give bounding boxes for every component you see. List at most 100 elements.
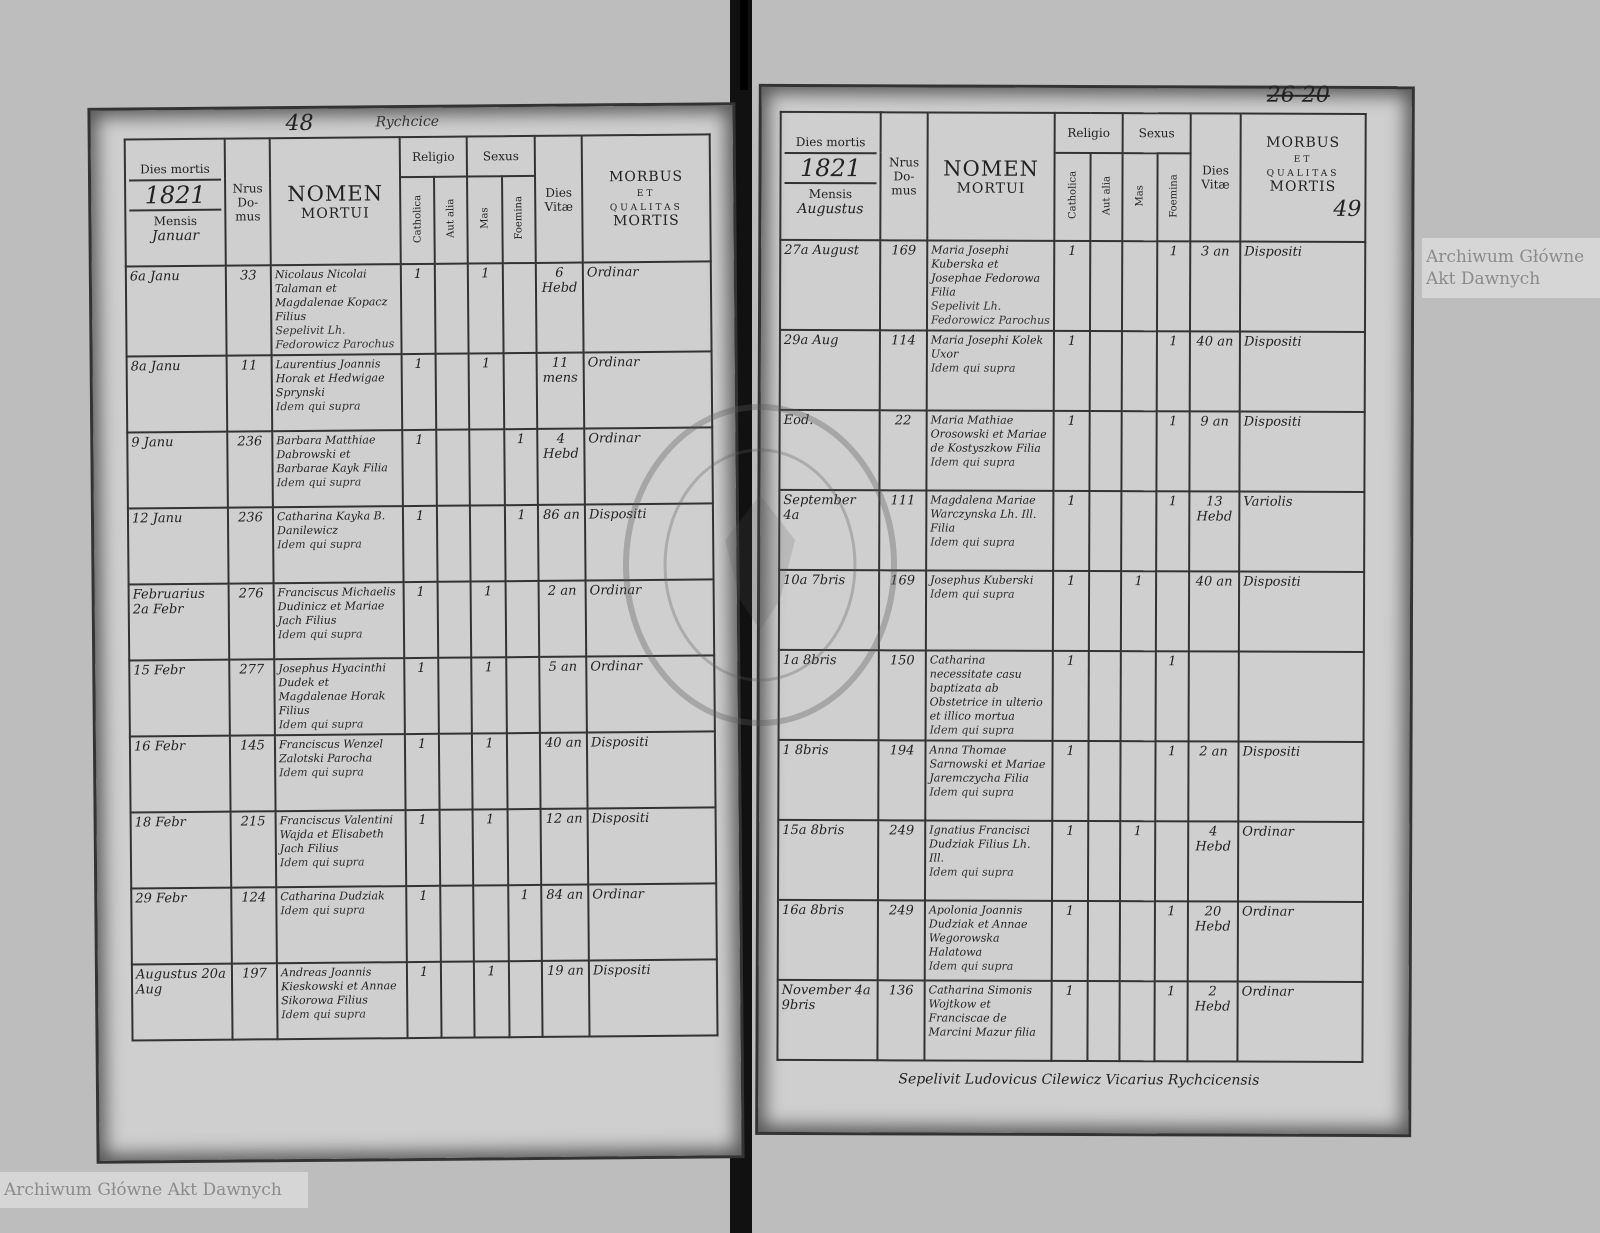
right-page: 26 20 Dies mortis 1821 Mensis Augustus Nrus… bbox=[758, 83, 1412, 1135]
burial-note: Idem qui supra bbox=[929, 865, 1014, 879]
deceased-name: Nicolaus Nicolai Talaman et Magdalenae K… bbox=[270, 264, 402, 356]
register-row: September 4a 111 Magdalena Mariae Warczyns… bbox=[779, 489, 1365, 572]
cause-of-death: Dispositi bbox=[1239, 411, 1365, 492]
burial-note: Idem qui supra bbox=[276, 475, 362, 490]
age: 11 mens bbox=[536, 352, 585, 429]
age: 84 an bbox=[541, 884, 589, 961]
morbus-header: MORBUS ET QUALITAS MORTIS bbox=[581, 134, 711, 263]
mas-mark: 1 bbox=[1120, 571, 1157, 652]
religio-header: Religio bbox=[1054, 112, 1123, 154]
register-row: 10a 7bris 169 Josephus Kuberski Idem qui su… bbox=[778, 569, 1365, 652]
catholica-mark: 1 bbox=[404, 657, 439, 735]
mas-mark: 1 bbox=[470, 581, 507, 658]
foemina-mark: 1 bbox=[1155, 741, 1189, 822]
deceased-name: Laurentius Joannis Horak et Hedwigae Spr… bbox=[271, 354, 403, 432]
mas-mark bbox=[473, 885, 509, 962]
death-register-table-right: Dies mortis 1821 Mensis Augustus Nrus Do-mus… bbox=[776, 111, 1366, 1063]
aut-alia-mark bbox=[1089, 241, 1123, 332]
cause-of-death: Dispositi bbox=[1239, 331, 1365, 412]
mas-mark bbox=[1120, 741, 1156, 822]
foemina-header: Foemina bbox=[502, 175, 536, 264]
sexus-header: Sexus bbox=[1122, 113, 1191, 154]
house-number: 124 bbox=[231, 887, 277, 964]
death-date: 27a August bbox=[779, 239, 881, 331]
aut-alia-mark bbox=[1089, 411, 1122, 492]
mas-mark bbox=[469, 505, 506, 582]
house-number: 169 bbox=[879, 240, 928, 331]
house-number: 33 bbox=[225, 265, 272, 356]
house-number: 236 bbox=[227, 507, 274, 584]
house-number: 236 bbox=[227, 431, 273, 508]
burial-note: Idem qui supra bbox=[279, 765, 364, 780]
foemina-mark: 1 bbox=[1156, 331, 1190, 412]
deceased-name: Franciscus Valentini Wajda et Elisabeth … bbox=[275, 810, 407, 888]
death-date: Augustus 20a Aug bbox=[131, 963, 233, 1041]
foemina-mark bbox=[1155, 571, 1190, 652]
cause-of-death: Dispositi bbox=[1238, 741, 1364, 822]
mas-header: Mas bbox=[467, 176, 503, 264]
catholica-mark: 1 bbox=[400, 263, 436, 355]
death-date: 1 8bris bbox=[778, 739, 879, 821]
deceased-name: Catharina Kayka B. Danilewicz Idem qui su… bbox=[272, 506, 404, 584]
cause-of-death: Ordinar bbox=[582, 261, 712, 353]
catholica-mark: 1 bbox=[1053, 240, 1091, 332]
aut-alia-mark bbox=[435, 353, 470, 430]
catholica-mark: 1 bbox=[402, 429, 437, 507]
death-date: 18 Febr bbox=[130, 811, 232, 889]
burial-note: Idem qui supra bbox=[928, 959, 1014, 973]
house-number: 136 bbox=[877, 980, 925, 1061]
cause-of-death: Ordinar bbox=[586, 655, 715, 733]
foemina-mark: 1 bbox=[504, 504, 539, 582]
age: 86 an bbox=[537, 504, 586, 581]
cause-of-death: Ordinar bbox=[1238, 821, 1364, 902]
mas-mark bbox=[1120, 651, 1156, 742]
mas-mark bbox=[1119, 981, 1155, 1062]
month: Augustus bbox=[797, 200, 864, 218]
deceased-name: Josephus Kuberski Idem qui supra bbox=[925, 570, 1054, 651]
age: 6 Hebd bbox=[535, 262, 584, 353]
deceased-name: Catharina Simonis Wojtkow et Franciscae … bbox=[924, 980, 1052, 1061]
aut-alia-mark bbox=[434, 263, 469, 354]
house-number: 194 bbox=[878, 740, 926, 821]
mas-mark bbox=[1121, 331, 1157, 412]
catholica-mark: 1 bbox=[1052, 570, 1090, 652]
dies-mortis-header: Dies mortis 1821 Mensis Januar bbox=[124, 138, 226, 267]
house-number: 249 bbox=[877, 900, 925, 981]
nomen-mortui-header: NOMEN MORTUI bbox=[927, 112, 1055, 241]
register-row: 29 Febr 124 Catharina Dudziak Idem qui supr… bbox=[131, 883, 717, 965]
age: 20 Hebd bbox=[1187, 901, 1239, 982]
register-row: 8a Janu 11 Laurentius Joannis Horak et Hed… bbox=[126, 351, 713, 433]
aut-alia-mark bbox=[1087, 821, 1121, 902]
register-row: Februarius 2a Febr 276 Franciscus Michaeli… bbox=[128, 579, 715, 661]
death-date: September 4a bbox=[779, 489, 880, 571]
aut-alia-header: Aut alia bbox=[1090, 153, 1123, 242]
deceased-name: Ignatius Francisci Dudziak Filius Lh. Il… bbox=[924, 820, 1053, 901]
age: 9 an bbox=[1189, 411, 1240, 492]
place-name: Rychcice bbox=[375, 113, 440, 131]
cause-of-death: Dispositi bbox=[586, 731, 716, 809]
deceased-name: Josephus Hyacinthi Dudek et Magdalenae H… bbox=[274, 658, 405, 736]
deceased-name: Maria Josephi Kuberska et Josephae Fedor… bbox=[926, 240, 1055, 331]
mas-mark bbox=[1119, 901, 1155, 982]
aut-alia-mark bbox=[1087, 901, 1120, 982]
age: 40 an bbox=[1189, 331, 1240, 412]
death-date: Februarius 2a Febr bbox=[128, 583, 230, 661]
age: 2 Hebd bbox=[1187, 981, 1238, 1062]
death-date: 9 Janu bbox=[127, 431, 228, 509]
burial-note: Idem qui supra bbox=[281, 1007, 366, 1022]
religio-header: Religio bbox=[399, 136, 468, 178]
watermark-left: Archiwum Główne Akt Dawnych bbox=[0, 1172, 308, 1208]
register-row: 15 Febr 277 Josephus Hyacinthi Dudek et Ma… bbox=[129, 655, 715, 737]
dies-vitae-header: Dies Vitæ bbox=[534, 135, 583, 263]
left-page: 48 Rychcice Dies mortis 1821 Mensis Januar … bbox=[90, 105, 742, 1161]
register-row: 18 Febr 215 Franciscus Valentini Wajda et … bbox=[130, 807, 717, 889]
foemina-mark bbox=[503, 352, 538, 430]
deceased-name: Maria Mathiae Orosowski et Mariae de Kos… bbox=[926, 410, 1054, 491]
deceased-name: Franciscus Michaelis Dudinicz et Mariae … bbox=[273, 582, 405, 660]
house-number: 249 bbox=[877, 820, 926, 901]
house-number: 22 bbox=[879, 410, 927, 491]
burial-note: Idem qui supra bbox=[929, 785, 1014, 799]
death-date: 10a 7bris bbox=[778, 569, 880, 651]
register-row: 16 Febr 145 Franciscus Wenzel Zalotski Par… bbox=[129, 731, 716, 813]
aut-alia-mark bbox=[1089, 331, 1122, 412]
